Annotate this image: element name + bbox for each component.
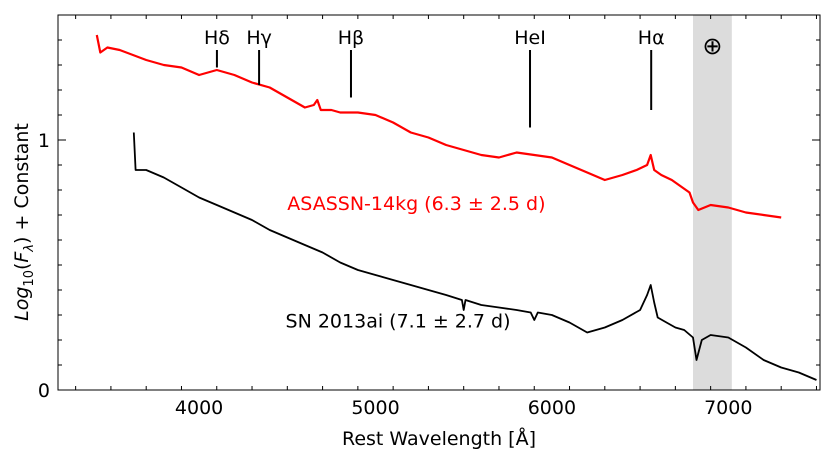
series-label-1: SN 2013ai (7.1 ± 2.7 d) [286, 311, 511, 333]
x-tick-label-0: 4000 [175, 397, 223, 419]
series-label-0: ASASSN-14kg (6.3 ± 2.5 d) [287, 193, 545, 215]
ticks-layer: 4000 5000 6000 7000 0 1 [38, 14, 820, 419]
x-tick-label-1: 5000 [351, 397, 399, 419]
y-tick-label-1: 1 [38, 130, 50, 152]
line-marker-label-2: Hβ [338, 27, 364, 49]
series-layer: ASASSN-14kg (6.3 ± 2.5 d) SN 2013ai (7.1 … [95, 34, 817, 381]
series-line-0 [95, 34, 782, 219]
y-axis-label: Log10(Fλ) + Constant [11, 123, 37, 321]
x-tick-label-3: 7000 [704, 397, 752, 419]
y-tick-label-0: 0 [38, 380, 50, 402]
line-markers-layer: Hδ Hγ Hβ HeI Hα [204, 27, 665, 128]
earth-symbol: ⊕ [702, 32, 722, 60]
line-marker-label-0: Hδ [204, 27, 230, 49]
telluric-band [693, 15, 732, 390]
plot-frame [57, 14, 821, 391]
series-line-1 [132, 132, 817, 381]
line-marker-label-3: HeI [514, 27, 546, 49]
line-marker-label-4: Hα [638, 27, 665, 49]
x-axis-label: Rest Wavelength [Å] [342, 427, 536, 450]
line-marker-label-1: Hγ [246, 27, 272, 49]
x-tick-label-2: 6000 [528, 397, 576, 419]
telluric-band-layer: ⊕ [693, 15, 732, 390]
